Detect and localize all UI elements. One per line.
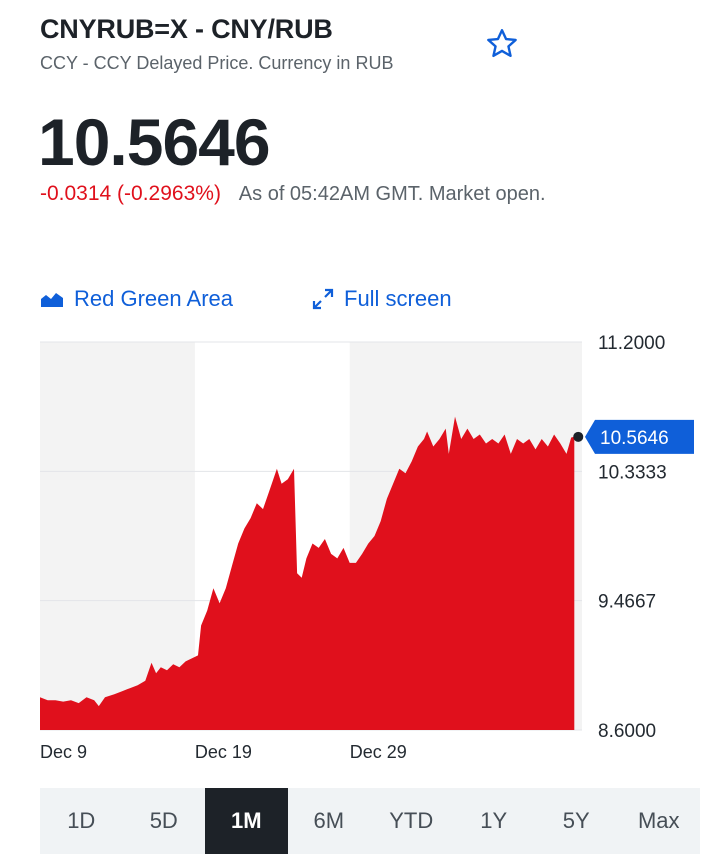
chart-type-label: Red Green Area bbox=[74, 286, 233, 311]
range-button-1m[interactable]: 1M bbox=[205, 788, 288, 854]
range-selector: 1D 5D 1M 6M YTD 1Y 5Y Max bbox=[40, 788, 700, 854]
star-icon[interactable] bbox=[484, 26, 520, 62]
current-value-dot bbox=[573, 431, 584, 442]
current-value-badge bbox=[585, 419, 694, 454]
expand-icon bbox=[312, 288, 334, 310]
range-button-5y[interactable]: 5Y bbox=[562, 808, 590, 833]
price-chart[interactable]: 11.2000 10.3333 9.4667 8.6000 Dec 9 Dec 19 De… bbox=[0, 330, 725, 770]
fullscreen-button[interactable]: Full screen bbox=[312, 286, 452, 312]
quote-subtitle: CCY - CCY Delayed Price. Currency in RUB bbox=[40, 53, 394, 73]
y-axis-tick-label: 9.4667 bbox=[598, 592, 656, 613]
current-price: 10.5646 bbox=[38, 105, 271, 179]
x-axis-tick-label: Dec 19 bbox=[195, 742, 252, 762]
y-axis-tick-label: 8.6000 bbox=[598, 721, 656, 742]
page-title: CNYRUB=X - CNY/RUB bbox=[40, 14, 333, 44]
range-button-ytd[interactable]: YTD bbox=[389, 808, 434, 833]
fullscreen-label: Full screen bbox=[344, 286, 452, 311]
x-axis-tick-label: Dec 29 bbox=[350, 742, 407, 762]
range-button-max[interactable]: Max bbox=[637, 808, 680, 833]
x-axis-tick-label: Dec 9 bbox=[40, 742, 87, 762]
range-button-1y[interactable]: 1Y bbox=[480, 808, 508, 833]
range-button-6m[interactable]: 6M bbox=[313, 808, 345, 833]
range-button-5d[interactable]: 5D bbox=[149, 808, 178, 833]
price-change: -0.0314 (-0.2963%) bbox=[40, 182, 221, 205]
chart-shade-band bbox=[40, 342, 195, 730]
y-axis-tick-label: 11.2000 bbox=[598, 333, 665, 354]
quote-header: CNYRUB=X - CNY/RUB CCY - CCY Delayed Pri… bbox=[40, 14, 705, 74]
price-change-row: -0.0314 (-0.2963%) As of 05:42AM GMT. Ma… bbox=[40, 182, 546, 206]
chart-toolbar: Red Green Area Full screen bbox=[40, 286, 452, 314]
y-axis-tick-label: 10.3333 bbox=[598, 462, 667, 483]
chart-type-button[interactable]: Red Green Area bbox=[40, 286, 233, 312]
range-button-1d[interactable]: 1D bbox=[67, 808, 96, 833]
current-value-label: 10.5646 bbox=[600, 428, 669, 449]
area-chart-icon bbox=[41, 293, 63, 307]
quote-timestamp: As of 05:42AM GMT. Market open. bbox=[238, 183, 546, 205]
price-area bbox=[40, 416, 575, 730]
